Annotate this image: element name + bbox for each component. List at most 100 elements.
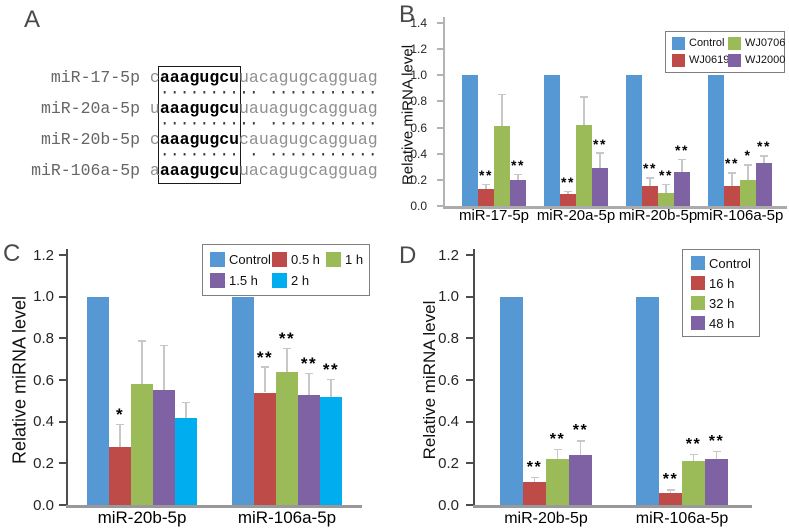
error-bar-cap: [580, 96, 588, 98]
error-bar: [599, 152, 601, 169]
legend-item: 16 h: [691, 276, 751, 290]
y-axis-line: [443, 17, 445, 209]
sequence-prefix: c: [140, 130, 160, 149]
bar-WJ2000: [592, 168, 608, 206]
error-bar-cap: [666, 489, 675, 491]
bar-Control: [708, 75, 724, 206]
y-tick-label: 1.2: [410, 42, 427, 57]
y-tick-mark: [437, 100, 443, 103]
legend: Control 16 h 32 h 48 h: [682, 249, 760, 337]
bar-WJ0706: [494, 126, 510, 206]
panel-a-sequence-alignment: A miR-17-5p caaagugcuuacagugcagguag ····…: [0, 0, 395, 232]
error-bar: [264, 366, 266, 393]
mirna-name: miR-20b-5p: [40, 130, 140, 149]
legend-label: 1.5 h: [229, 273, 258, 288]
significance-marker: **: [659, 166, 673, 183]
legend-label: Control: [709, 255, 751, 271]
error-bar: [583, 96, 585, 125]
mirna-name: miR-17-5p: [50, 68, 140, 87]
bar-32 h: [546, 459, 569, 505]
y-tick-mark: [465, 462, 473, 465]
match-dots: ·········· ···········: [140, 83, 378, 102]
legend-item: Control: [691, 256, 751, 270]
bar-1 h: [131, 384, 153, 505]
error-bar: [119, 423, 121, 447]
y-tick-mark: [58, 420, 66, 423]
sequence-prefix: u: [140, 99, 160, 118]
error-bar: [763, 155, 765, 163]
error-bar-cap: [514, 173, 522, 176]
y-tick-label: 0.6: [33, 371, 54, 389]
y-tick-mark: [437, 152, 443, 155]
y-axis-title: Relative miRNA level: [399, 44, 417, 185]
legend-swatch: [728, 54, 741, 67]
error-bar: [330, 378, 332, 397]
category-label: miR-20a-5p: [536, 207, 616, 224]
error-bar: [692, 453, 695, 462]
bar-Control: [87, 296, 109, 505]
legend-item: WJ2000: [728, 54, 785, 67]
bar-WJ0706: [576, 124, 592, 206]
y-tick-label: 1.2: [438, 246, 459, 264]
significance-marker: **: [511, 157, 525, 174]
y-tick-label: 0.0: [438, 496, 459, 514]
legend-swatch: [210, 273, 225, 288]
legend-label: 0.5 h: [291, 252, 320, 267]
legend-item: Control: [672, 37, 724, 50]
y-tick-mark: [437, 178, 443, 181]
bar-Control: [636, 296, 659, 505]
sequence-row: miR-106a-5p aaaagugcuuacagugcagguag: [31, 161, 378, 180]
error-bar-cap: [305, 372, 313, 375]
legend-label: Control: [229, 252, 271, 267]
match-dots-row: ·········· ···········: [31, 83, 378, 102]
bar-2 h: [175, 417, 197, 505]
legend-item: 48 h: [691, 316, 751, 330]
error-bar-cap: [283, 347, 291, 350]
mirna-name: miR-20a-5p: [40, 99, 140, 118]
legend-label: 48 h: [709, 315, 735, 331]
significance-marker: **: [561, 174, 575, 191]
error-bar-cap: [138, 340, 146, 342]
seed-sequence: aaagugcu: [159, 161, 240, 180]
error-bar-cap: [261, 366, 269, 368]
y-tick-mark: [437, 48, 443, 51]
y-tick-mark: [465, 337, 473, 340]
bar-48 h: [705, 459, 728, 505]
y-tick-label: 0.2: [33, 454, 54, 472]
legend-swatch: [728, 37, 741, 50]
seed-region-box: [158, 66, 241, 184]
legend-item: 2 h: [272, 273, 324, 288]
error-bar-cap: [646, 177, 654, 179]
y-tick-mark: [58, 337, 66, 340]
error-bar: [665, 183, 667, 193]
y-tick-label: 1.0: [410, 68, 427, 83]
significance-marker: **: [643, 160, 657, 177]
error-bar: [485, 183, 487, 189]
bar-Control: [544, 75, 560, 206]
sequence-suffix: cauagugcagguag: [239, 130, 378, 149]
legend-swatch: [326, 252, 341, 267]
y-tick-label: 0.8: [410, 94, 427, 109]
sequence-suffix: uacagugcagguag: [239, 161, 378, 180]
sequence-row: miR-20b-5p caaagugcucauagugcagguag: [31, 130, 378, 149]
y-tick-mark: [58, 504, 66, 506]
bar-1.5 h: [298, 394, 320, 505]
significance-marker: **: [708, 432, 725, 450]
error-bar-cap: [530, 476, 539, 479]
sequence-prefix: c: [140, 68, 160, 87]
category-label: miR-106a-5p: [635, 510, 729, 527]
error-bar: [308, 372, 310, 395]
y-tick-mark: [58, 462, 66, 465]
bar-Control: [462, 75, 478, 206]
bar-2 h: [320, 396, 342, 505]
significance-marker: *: [115, 404, 125, 424]
error-bar: [185, 401, 187, 418]
sequence-prefix: a: [140, 161, 160, 180]
error-bar: [286, 347, 288, 372]
panel-d-label: D: [399, 242, 417, 269]
bar-Control: [232, 296, 254, 505]
legend-label: WJ0619: [689, 54, 730, 66]
panel-d-bar-chart: D Relative miRNA level 0.0 0.2 0.4 0.6 0.8 1.0…: [390, 232, 789, 529]
error-bar: [163, 344, 165, 391]
